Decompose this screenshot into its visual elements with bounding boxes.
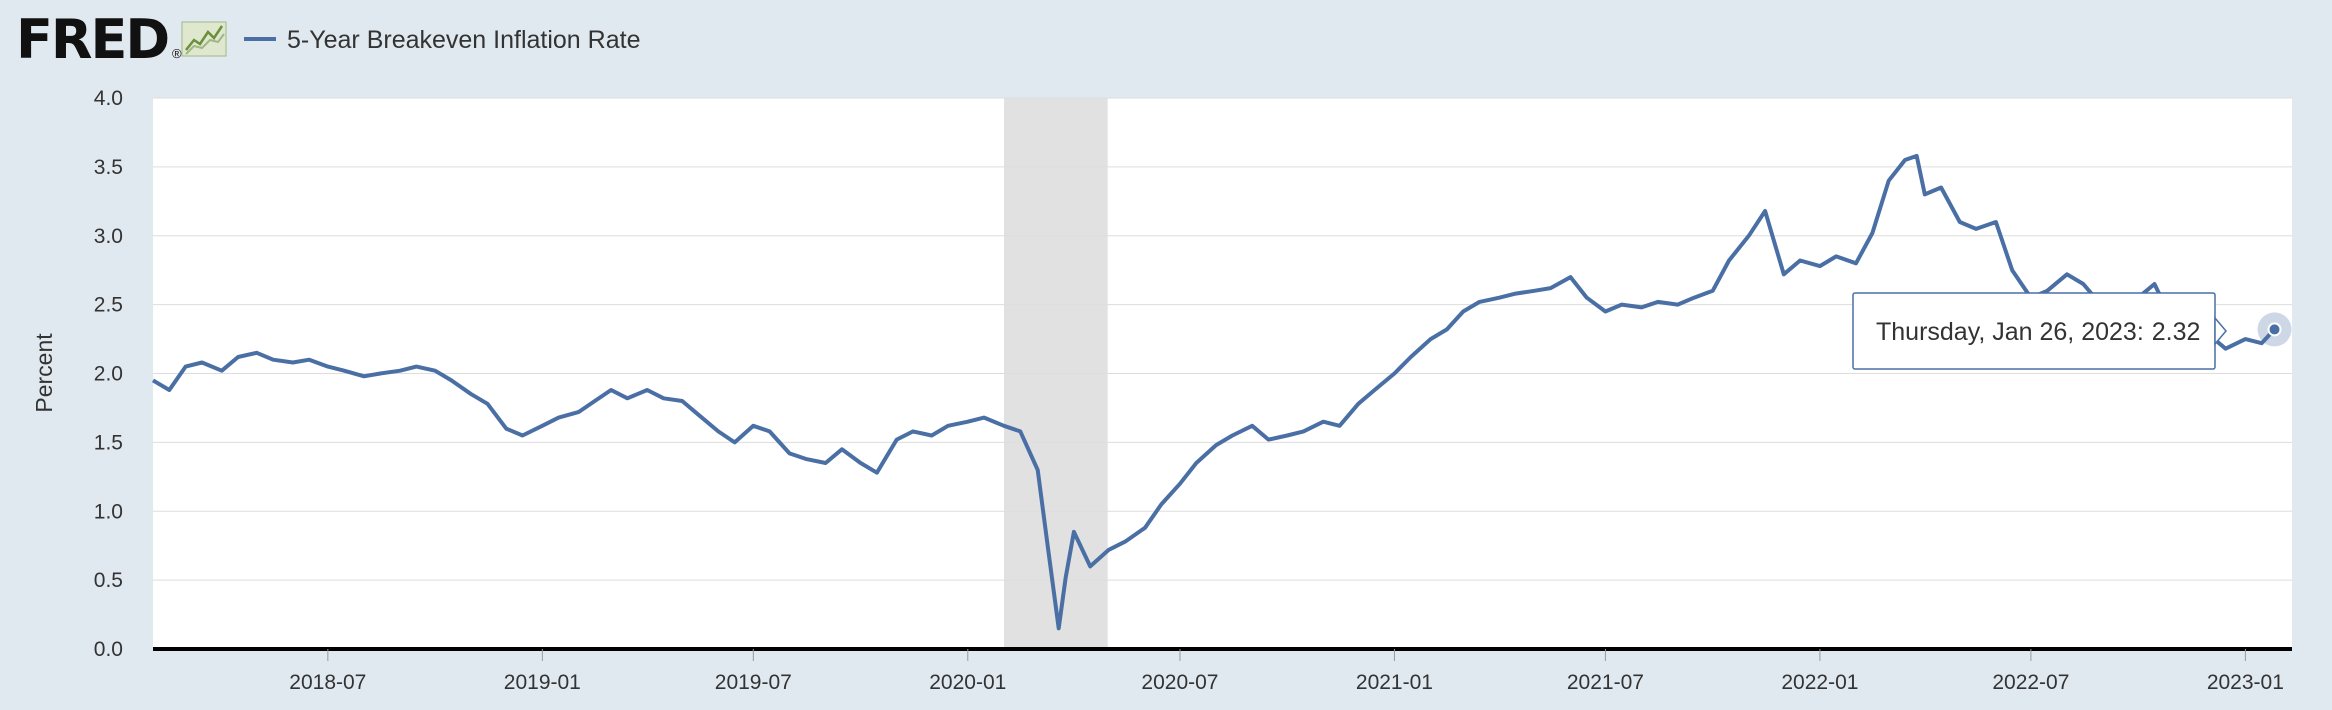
x-tick-label: 2022-01 [1781, 671, 1858, 694]
y-axis-label: Percent [31, 333, 57, 413]
x-axis: 2018-07 2019-01 2019-07 2020-01 2020-07 2021-… [289, 649, 2284, 694]
x-tick-label: 2020-01 [929, 671, 1006, 694]
y-axis: 0.0 0.5 1.0 1.5 2.0 2.5 3.0 3.5 4.0 [94, 87, 123, 661]
fred-logo[interactable]: FRED ® [16, 8, 227, 71]
y-tick-label: 3.0 [94, 225, 123, 248]
series-line [151, 153, 2276, 631]
x-tick-label: 2019-07 [715, 671, 792, 694]
y-tick-label: 1.0 [94, 500, 123, 523]
y-tick-label: 0.0 [94, 638, 123, 661]
x-tick-label: 2022-07 [1992, 671, 2069, 694]
y-tick-label: 1.5 [94, 431, 123, 454]
hover-point[interactable] [2267, 322, 2282, 337]
y-tick-label: 2.0 [94, 363, 123, 386]
y-tick-label: 4.0 [94, 87, 123, 110]
marker-layer [2257, 312, 2292, 347]
tooltip: Thursday, Jan 26, 2023: 2.32 [1852, 292, 2227, 370]
x-tick-label: 2021-01 [1356, 671, 1433, 694]
x-tick-label: 2019-01 [504, 671, 581, 694]
x-tick-label: 2018-07 [289, 671, 366, 694]
tooltip-pointer [2214, 315, 2227, 347]
logo-text: FRED [16, 8, 168, 71]
x-tick-label: 2020-07 [1141, 671, 1218, 694]
y-tick-label: 2.5 [94, 294, 123, 317]
y-tick-label: 3.5 [94, 156, 123, 179]
tooltip-value: 2.32 [2152, 318, 2201, 346]
legend: 5-Year Breakeven Inflation Rate [244, 26, 640, 54]
series-layer [151, 153, 2276, 631]
y-tick-label: 0.5 [94, 569, 123, 592]
x-tick-label: 2021-07 [1567, 671, 1644, 694]
tooltip-text: Thursday, Jan 26, 2023: 2.32 [1876, 318, 2200, 346]
tooltip-date: Thursday, Jan 26, 2023: [1876, 318, 2144, 346]
sparkline-icon [181, 21, 227, 57]
x-tick-label: 2023-01 [2207, 671, 2284, 694]
legend-label: 5-Year Breakeven Inflation Rate [287, 26, 640, 54]
logo-registered-mark: ® [172, 46, 182, 61]
